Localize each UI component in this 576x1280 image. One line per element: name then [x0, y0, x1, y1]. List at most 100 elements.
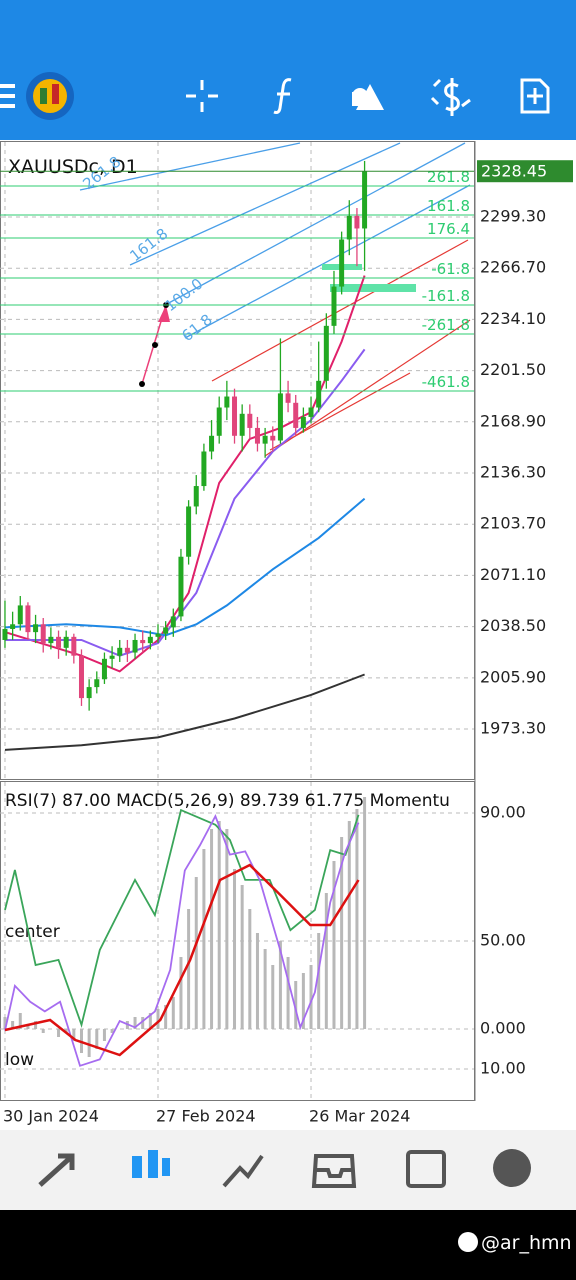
candle-body	[94, 679, 100, 688]
histogram-bar	[11, 1021, 15, 1029]
y-tick-label: 50.00	[480, 931, 526, 950]
candle-body	[63, 636, 69, 648]
candle-body	[331, 286, 337, 326]
app-bar	[0, 0, 576, 140]
y-tick-label: 2201.50	[480, 360, 546, 379]
fib-label: 176.4	[427, 220, 470, 238]
fib-label: -261.8	[422, 316, 470, 334]
histogram-bar	[34, 1021, 38, 1029]
histogram-bar	[164, 1005, 168, 1029]
fib-label: 261.8	[427, 168, 470, 186]
histogram-bar	[95, 1029, 99, 1049]
indicator-line	[4, 814, 360, 1067]
y-tick-label: 2266.70	[480, 258, 546, 277]
system-bar	[0, 1210, 576, 1280]
trade-tab[interactable]	[222, 1154, 264, 1188]
candle-body	[147, 636, 153, 644]
symbol-label: XAUUSDc, D1	[8, 156, 138, 178]
y-tick-label: 2136.30	[480, 463, 546, 482]
level-label: center	[5, 922, 60, 942]
chart-tab[interactable]	[132, 1150, 170, 1178]
candle-body	[247, 413, 253, 428]
histogram-bar	[210, 829, 214, 1029]
histogram-bar	[255, 933, 259, 1029]
candle-body	[56, 636, 62, 648]
histogram-bar	[57, 1029, 61, 1037]
candle-body	[101, 658, 107, 680]
indicators-button[interactable]	[273, 78, 292, 114]
quotes-tab[interactable]	[38, 1153, 75, 1187]
histogram-bar	[332, 861, 336, 1029]
trade-button[interactable]	[430, 78, 471, 116]
candle-body	[48, 636, 54, 644]
histogram-bar	[64, 1029, 68, 1033]
candle-body	[316, 380, 322, 408]
y-tick-label: 2168.90	[480, 411, 546, 430]
indicator-header: RSI(7) 87.00 MACD(5,26,9) 89.739 61.775 …	[5, 791, 450, 811]
fib-label: -461.8	[422, 373, 470, 391]
candle-body	[132, 639, 138, 653]
histogram-bar	[72, 1029, 76, 1041]
histogram-bar	[26, 1025, 30, 1029]
candle-body	[178, 556, 184, 617]
candle-body	[346, 215, 352, 240]
histogram-bar	[225, 829, 229, 1029]
objects-button[interactable]	[352, 84, 384, 110]
menu-button[interactable]	[0, 84, 15, 108]
x-tick-label: 30 Jan 2024	[3, 1107, 99, 1126]
histogram-bar	[294, 981, 298, 1029]
candle-body	[277, 393, 283, 441]
new-order-button[interactable]	[520, 78, 550, 114]
fib-label: -61.8	[431, 260, 470, 278]
y-tick-label: 2071.10	[480, 565, 546, 584]
histogram-bar	[187, 909, 191, 1029]
histogram-bar	[217, 821, 221, 1029]
y-tick-label: 2005.90	[480, 667, 546, 686]
histogram-bar	[286, 957, 290, 1029]
chat-tab[interactable]	[493, 1149, 531, 1187]
histogram-bar	[133, 1017, 137, 1029]
candle-body	[155, 633, 161, 637]
histogram-bar	[263, 949, 267, 1029]
indicator-line	[4, 808, 360, 1028]
histogram-bar	[87, 1029, 91, 1057]
moving-average	[5, 348, 366, 657]
indicator-line	[4, 863, 360, 1057]
histogram-bar	[202, 849, 206, 1029]
y-tick-label: 0.000	[480, 1019, 526, 1038]
y-tick-label: 2234.10	[480, 309, 546, 328]
candle-body	[109, 655, 115, 659]
candle-body	[25, 605, 31, 633]
candle-body	[170, 616, 176, 628]
candle-body	[86, 687, 92, 699]
candle-body	[209, 435, 215, 452]
price-tag: 2328.45	[481, 162, 547, 181]
candle-body	[224, 396, 230, 408]
candle-body	[40, 624, 46, 644]
highlight-zone	[330, 284, 416, 292]
history-tab[interactable]	[311, 1154, 357, 1188]
y-tick-label: 10.00	[480, 1059, 526, 1078]
y-tick-label: 2038.50	[480, 616, 546, 635]
histogram-bar	[102, 1029, 106, 1041]
candle-body	[362, 171, 368, 229]
crosshair-button[interactable]	[186, 80, 218, 112]
candle-body	[186, 506, 192, 557]
moving-average	[4, 673, 365, 751]
histogram-bar	[317, 933, 321, 1029]
histogram-bar	[347, 821, 351, 1029]
candle-body	[300, 416, 306, 428]
candle-body	[339, 239, 345, 287]
candle-body	[254, 427, 260, 444]
news-tab[interactable]	[406, 1150, 446, 1188]
fib-label: -161.8	[422, 287, 470, 305]
candle-body	[308, 407, 314, 417]
candle-body	[262, 435, 268, 444]
histogram-bar	[340, 837, 344, 1029]
watermark: @ar_hmn	[481, 1232, 572, 1254]
candle-body	[239, 413, 245, 436]
app-logo[interactable]	[26, 72, 74, 120]
histogram-bar	[41, 1029, 45, 1033]
